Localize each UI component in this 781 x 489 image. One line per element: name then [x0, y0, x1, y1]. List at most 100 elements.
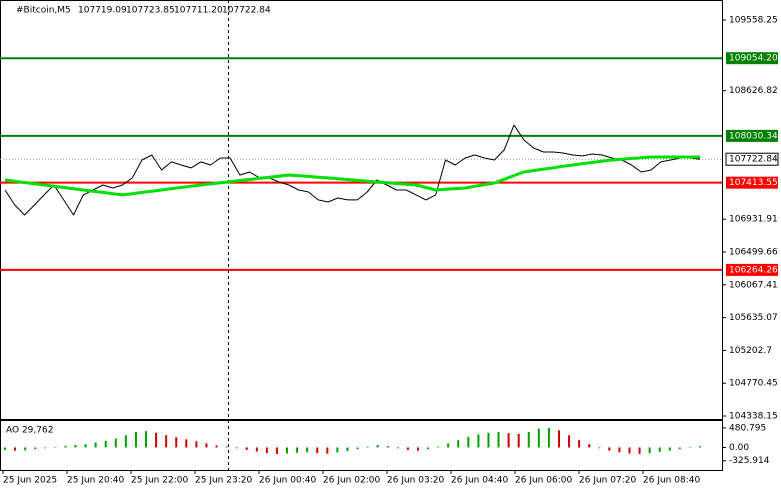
ao-bar: [326, 447, 329, 454]
ao-bar: [608, 447, 611, 451]
ao-bar: [286, 447, 289, 454]
ao-bar: [588, 444, 591, 448]
y-tick-label: 105202.7: [729, 346, 772, 356]
ao-bar: [235, 447, 238, 449]
ao-bar: [568, 435, 571, 448]
ao-bar: [688, 447, 691, 448]
ao-bar: [537, 428, 540, 448]
ao-bar: [467, 436, 470, 448]
ao-bar: [175, 437, 178, 448]
x-tick-label: 26 Jun 02:00: [323, 476, 380, 486]
price-line: [4, 124, 701, 216]
ao-bar: [104, 440, 107, 448]
ao-y-tick-label: 480.795: [729, 423, 766, 433]
ao-bar: [628, 447, 631, 454]
price-frame: [0, 0, 723, 420]
ao-bar: [668, 447, 671, 451]
ao-bar: [416, 447, 419, 451]
ao-bar: [245, 447, 248, 450]
moving-average: [4, 155, 700, 197]
y-tick-label: 106499.66: [729, 248, 778, 258]
ohlc-header: 107719.09 107723.85 107711.20 107722.84: [78, 6, 271, 16]
current-price-box: [725, 152, 779, 166]
ohlc-value: 107722.84: [222, 6, 271, 16]
y-tick-label: 104770.45: [729, 379, 778, 389]
x-tick-label: 25 Jun 22:00: [131, 476, 188, 486]
ao-bar: [24, 447, 27, 451]
ao-bar: [658, 447, 661, 452]
level-label: 108030.34: [729, 131, 778, 141]
ao-bar: [205, 443, 208, 448]
y-tick-label: 104338.15: [729, 412, 778, 422]
x-tick-label: 26 Jun 06:00: [515, 476, 572, 486]
ao-bar: [437, 446, 440, 448]
ao-bar: [366, 446, 369, 448]
ao-bar: [225, 446, 228, 448]
ao-bar: [699, 446, 701, 448]
ao-bar: [487, 432, 490, 448]
ohlc-value: 107719.09: [78, 6, 127, 16]
ao-bar: [396, 447, 399, 449]
ao-bar: [134, 431, 137, 448]
ao-bar: [678, 447, 681, 450]
ao-bar: [306, 447, 309, 453]
ao-bar: [84, 444, 87, 448]
ao-bar: [507, 433, 510, 448]
ao-bar: [195, 441, 198, 448]
ohlc-value: 107711.20: [174, 6, 223, 16]
ao-bar: [527, 431, 530, 448]
y-tick-label: 106931.91: [729, 215, 778, 225]
ao-bar: [427, 447, 430, 450]
y-tick-label: 106067.41: [729, 280, 778, 290]
x-tick-label: 26 Jun 07:20: [579, 476, 636, 486]
ao-bar: [578, 440, 581, 448]
ao-bar: [155, 432, 158, 448]
ao-bar: [74, 445, 77, 448]
ao-bar: [517, 434, 520, 448]
ao-bar: [618, 447, 621, 453]
x-tick-label: 26 Jun 00:40: [259, 476, 316, 486]
ao-bar: [14, 447, 17, 451]
ao-bar: [547, 427, 550, 448]
ao-bar: [275, 447, 278, 454]
ao-bar: [477, 434, 480, 448]
ao-bar: [386, 446, 389, 448]
ao-bar: [165, 435, 168, 448]
ao-bar: [648, 447, 651, 454]
ohlc-value: 107723.85: [126, 6, 175, 16]
ao-bar: [638, 447, 641, 454]
ao-bar: [557, 430, 560, 448]
ao-bar: [447, 443, 450, 448]
x-tick-label: 25 Jun 20:40: [67, 476, 124, 486]
ao-bar: [406, 447, 409, 450]
ao-bar: [346, 447, 349, 452]
ao-bar: [44, 447, 47, 449]
ao-bar: [376, 445, 379, 448]
ao-bar: [94, 442, 97, 448]
x-tick-label: 26 Jun 03:20: [387, 476, 444, 486]
ao-bar: [215, 445, 218, 448]
level-label-box: [726, 52, 778, 65]
ao-bar: [114, 438, 117, 448]
y-tick-label: 108626.82: [729, 86, 778, 96]
ao-bar: [255, 447, 258, 452]
ao-bar: [457, 440, 460, 448]
y-tick-label: 105635.07: [729, 313, 778, 323]
ao-y-tick-label: 0.00: [729, 443, 749, 453]
ao-bar: [4, 447, 6, 450]
level-label-box: [726, 176, 778, 189]
x-tick-label: 26 Jun 04:40: [451, 476, 508, 486]
ao-bar: [34, 447, 37, 450]
ao-bar: [497, 431, 500, 448]
current-price-label: 107722.84: [729, 155, 778, 165]
ao-y-tick-label: -325.914: [729, 456, 770, 466]
level-label-box: [726, 263, 778, 276]
symbol-title: #Bitcoin,M5: [16, 6, 71, 16]
ao-bar: [185, 439, 188, 448]
ao-bar: [336, 447, 339, 453]
level-label-box: [726, 129, 778, 142]
ao-title: AO 29,762: [6, 426, 53, 436]
level-label: 109054.20: [729, 54, 778, 64]
